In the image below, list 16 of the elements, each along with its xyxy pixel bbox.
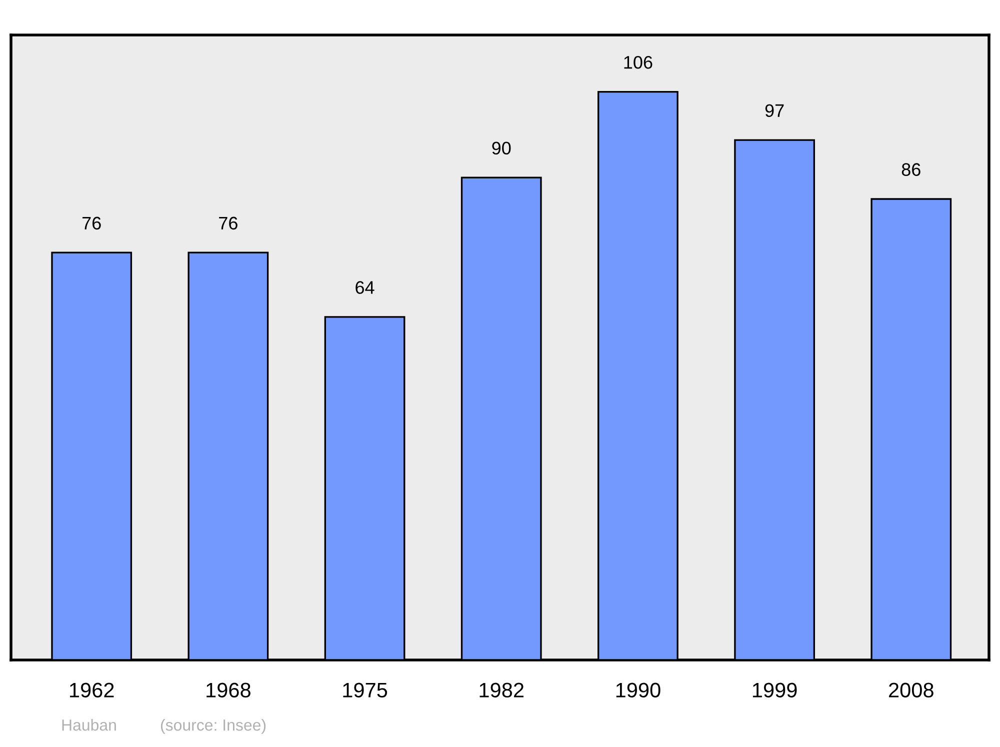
x-tick-label: 1962 [70, 682, 114, 698]
x-tick-label: 1975 [343, 682, 388, 698]
data-label: 86 [902, 163, 920, 176]
data-label: 64 [356, 281, 374, 294]
x-tick-label: 1982 [480, 682, 524, 698]
x-tick-label: 1968 [206, 682, 250, 698]
text: (source: Insee) [160, 718, 266, 734]
text: Hauban [62, 718, 116, 731]
data-label: 90 [492, 142, 511, 155]
data-label: 97 [765, 104, 784, 118]
x-tick-label: 1999 [752, 682, 797, 698]
x-tick-label: 2008 [889, 682, 934, 698]
x-tick-label: 1990 [616, 682, 660, 698]
data-label: 106 [624, 56, 652, 69]
data-label: 76 [219, 216, 238, 230]
data-label: 76 [82, 216, 101, 230]
